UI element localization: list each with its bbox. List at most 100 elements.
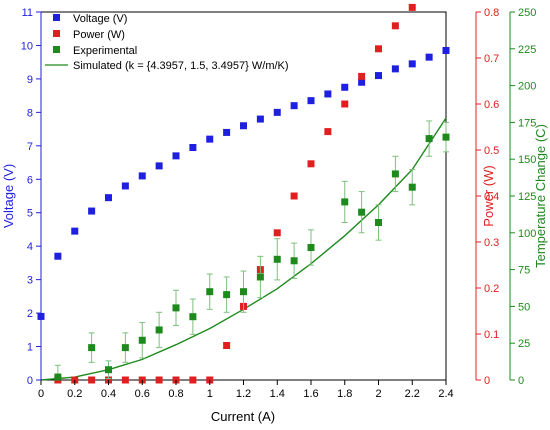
experimental-point <box>273 255 281 263</box>
voltage-point <box>425 53 433 61</box>
x-tick-label: 2 <box>375 388 381 400</box>
voltage-point <box>442 46 450 54</box>
power-tick-label: 0.5 <box>484 145 499 157</box>
power-tick-label: 0.6 <box>484 99 499 111</box>
x-tick-label: 1.8 <box>337 388 352 400</box>
legend: Voltage (V) Power (W) Experimental Simul… <box>45 13 289 72</box>
experimental-point <box>256 273 264 281</box>
power-point <box>121 376 129 384</box>
temperature-tick-label: 200 <box>518 81 536 93</box>
experimental-point <box>121 344 129 352</box>
experimental-point <box>138 336 146 344</box>
simulated-line <box>40 117 447 381</box>
power-tick-label: 0.3 <box>484 237 499 249</box>
power-point <box>155 376 163 384</box>
legend-voltage-marker <box>53 14 60 21</box>
voltage-tick-label: 2 <box>27 308 33 320</box>
experimental-point <box>54 373 62 381</box>
temperature-tick-label: 25 <box>518 338 530 350</box>
x-tick-label: 1.6 <box>303 388 318 400</box>
voltage-axis-title: Voltage (V) <box>1 164 16 228</box>
x-tick-label: 0 <box>38 388 44 400</box>
experimental-point <box>172 304 180 312</box>
experimental-point <box>155 326 163 334</box>
x-tick-label: 0.6 <box>135 388 150 400</box>
voltage-tick-label: 9 <box>27 74 33 86</box>
x-axis-title: Current (A) <box>211 409 275 424</box>
power-point <box>324 128 332 136</box>
voltage-point <box>358 78 366 86</box>
experimental-point <box>105 366 112 374</box>
power-point <box>375 45 382 53</box>
temperature-tick-label: 50 <box>518 301 530 313</box>
voltage-tick-label: 3 <box>27 275 33 287</box>
temperature-tick-label: 100 <box>518 228 536 240</box>
voltage-point <box>223 128 231 136</box>
legend-experimental-label: Experimental <box>73 45 137 57</box>
experimental-point <box>375 218 382 226</box>
voltage-point <box>155 162 163 170</box>
experimental-point <box>358 208 366 216</box>
x-tick-label: 0.4 <box>101 388 116 400</box>
experimental-point <box>290 257 298 265</box>
voltage-tick-label: 7 <box>27 141 33 153</box>
voltage-point <box>375 72 382 80</box>
power-point <box>408 3 416 11</box>
power-tick-label: 0.4 <box>484 191 499 203</box>
voltage-point <box>138 172 146 180</box>
temperature-tick-label: 0 <box>518 375 524 387</box>
voltage-tick-label: 0 <box>27 375 33 387</box>
legend-simulated-label: Simulated (k = {4.3957, 1.5, 3.4957} W/m… <box>73 60 289 72</box>
voltage-tick-label: 6 <box>27 174 33 186</box>
power-axis-title: Power (W) <box>481 165 496 226</box>
temperature-tick-label: 75 <box>518 265 530 277</box>
experimental-point <box>442 133 450 141</box>
power-tick-label: 0.2 <box>484 283 499 295</box>
voltage-point <box>324 90 332 98</box>
experimental-point <box>408 183 416 191</box>
power-point <box>273 229 281 237</box>
experimental-point <box>307 244 315 252</box>
voltage-point <box>105 194 112 202</box>
temperature-tick-label: 125 <box>518 191 536 203</box>
temperature-tick-label: 225 <box>518 44 536 56</box>
voltage-point <box>256 115 264 123</box>
power-tick-label: 0 <box>484 375 490 387</box>
x-tick-label: 1 <box>207 388 213 400</box>
power-point <box>391 22 399 30</box>
experimental-point <box>425 135 433 143</box>
x-tick-label: 2.2 <box>405 388 420 400</box>
voltage-point <box>172 152 180 160</box>
voltage-point <box>121 182 129 190</box>
experimental-point <box>223 291 231 299</box>
voltage-tick-label: 5 <box>27 208 33 220</box>
voltage-tick-label: 4 <box>27 241 33 253</box>
voltage-point <box>290 102 298 110</box>
temperature-tick-label: 250 <box>518 7 536 19</box>
voltage-point <box>206 135 214 143</box>
power-point <box>88 376 96 384</box>
experimental-point <box>88 344 96 352</box>
x-tick-label: 0.8 <box>168 388 183 400</box>
data-points <box>37 3 450 384</box>
power-point <box>341 100 349 108</box>
voltage-tick-label: 1 <box>27 342 33 354</box>
voltage-point <box>273 108 281 116</box>
experimental-point <box>206 288 214 296</box>
power-point <box>189 376 197 384</box>
legend-experimental-marker <box>53 46 60 53</box>
voltage-point <box>391 65 399 73</box>
temperature-axis-title: Temperature Change (C) <box>533 124 548 268</box>
voltage-tick-label: 10 <box>21 40 33 52</box>
voltage-point <box>71 227 79 235</box>
simulated-curve <box>40 117 447 381</box>
voltage-point <box>54 252 62 260</box>
power-tick-label: 0.1 <box>484 329 499 341</box>
voltage-point <box>88 207 96 215</box>
experimental-point <box>341 198 349 206</box>
temperature-tick-label: 150 <box>518 154 536 166</box>
voltage-tick-label: 8 <box>27 107 33 119</box>
temperature-tick-label: 175 <box>518 117 536 129</box>
power-tick-label: 0.8 <box>484 7 499 19</box>
experimental-point <box>240 288 247 296</box>
